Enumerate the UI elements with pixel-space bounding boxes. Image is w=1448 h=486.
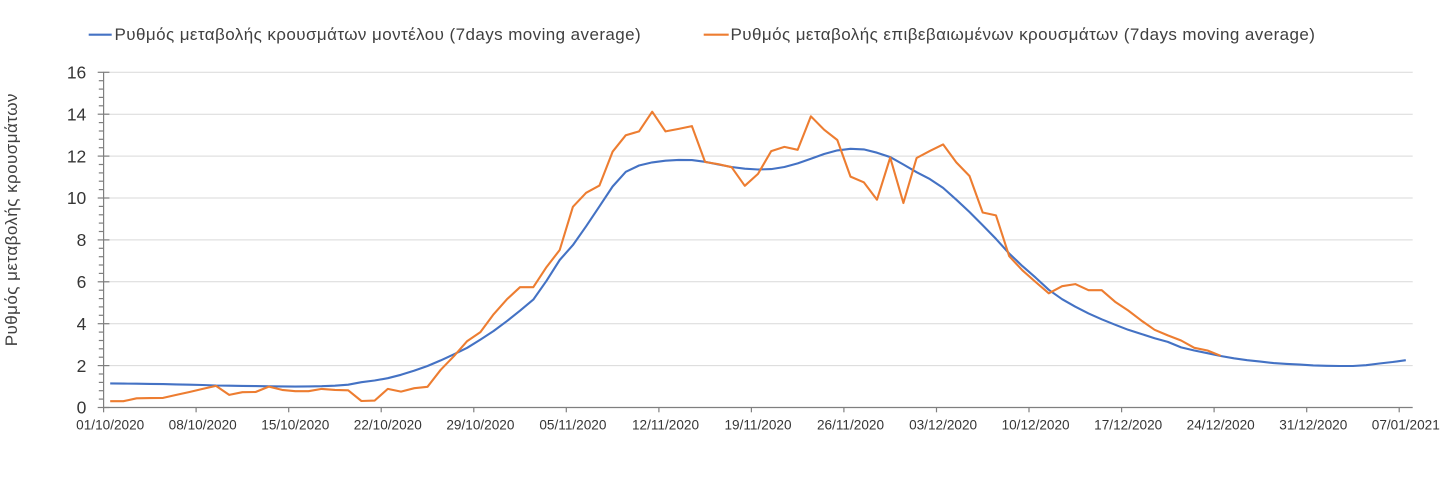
- svg-text:12/11/2020: 12/11/2020: [632, 418, 699, 433]
- svg-text:16: 16: [67, 63, 86, 83]
- svg-text:05/11/2020: 05/11/2020: [539, 418, 606, 433]
- svg-text:Ρυθμός μεταβολής επιβεβαιωμένω: Ρυθμός μεταβολής επιβεβαιωμένων κρουσμάτ…: [731, 25, 1316, 44]
- svg-text:07/01/2021: 07/01/2021: [1372, 418, 1440, 433]
- svg-text:4: 4: [77, 314, 87, 334]
- svg-text:08/10/2020: 08/10/2020: [169, 418, 237, 433]
- svg-text:01/10/2020: 01/10/2020: [76, 418, 144, 433]
- svg-text:26/11/2020: 26/11/2020: [817, 418, 884, 433]
- svg-text:12: 12: [67, 146, 86, 166]
- svg-text:14: 14: [67, 104, 87, 124]
- svg-text:22/10/2020: 22/10/2020: [354, 418, 422, 433]
- svg-text:0: 0: [77, 398, 87, 418]
- svg-text:Ρυθμός μεταβολής κρουσμάτων μο: Ρυθμός μεταβολής κρουσμάτων μοντέλου (7d…: [115, 25, 642, 44]
- svg-text:17/12/2020: 17/12/2020: [1094, 418, 1162, 433]
- svg-text:8: 8: [77, 230, 87, 250]
- svg-text:19/11/2020: 19/11/2020: [724, 418, 791, 433]
- svg-text:03/12/2020: 03/12/2020: [909, 418, 977, 433]
- svg-text:2: 2: [77, 356, 87, 376]
- svg-text:10: 10: [67, 188, 87, 208]
- svg-text:31/12/2020: 31/12/2020: [1279, 418, 1347, 433]
- svg-text:6: 6: [77, 272, 87, 292]
- svg-text:29/10/2020: 29/10/2020: [446, 418, 514, 433]
- svg-text:Ρυθμός μεταβολής κρουσμάτων: Ρυθμός μεταβολής κρουσμάτων: [2, 93, 21, 346]
- svg-text:10/12/2020: 10/12/2020: [1002, 418, 1070, 433]
- svg-text:24/12/2020: 24/12/2020: [1187, 418, 1255, 433]
- svg-text:15/10/2020: 15/10/2020: [261, 418, 329, 433]
